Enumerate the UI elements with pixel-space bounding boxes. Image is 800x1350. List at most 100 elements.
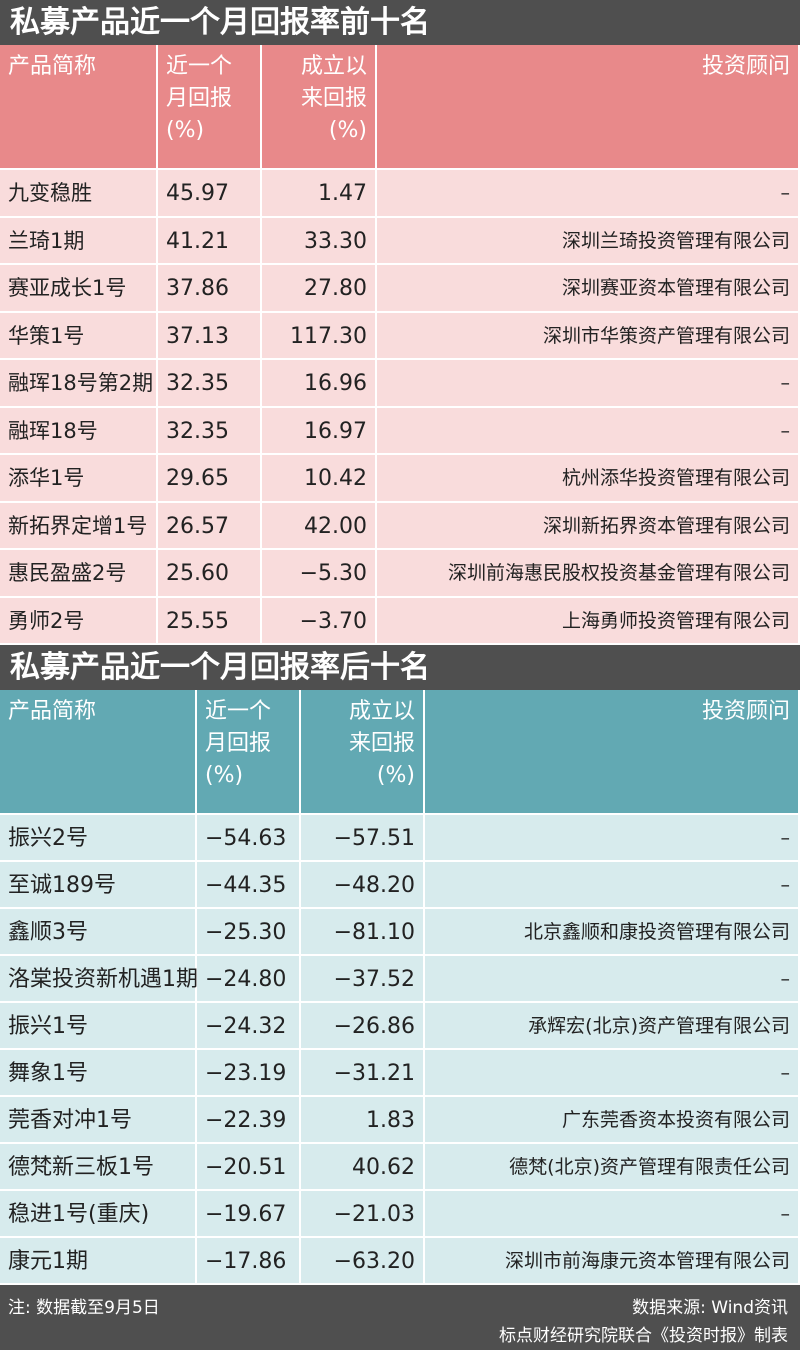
table-cell: 舞象1号 <box>0 1050 197 1097</box>
table-cell: −19.67 <box>197 1191 301 1238</box>
table-cell: −54.63 <box>197 815 301 862</box>
table-cell: 深圳赛亚资本管理有限公司 <box>377 265 800 313</box>
header-cell: 产品简称 <box>0 45 158 170</box>
table-cell: – <box>425 1050 800 1097</box>
table-cell: −24.32 <box>197 1003 301 1050</box>
table-cell: 上海勇师投资管理有限公司 <box>377 597 800 645</box>
table-cell: 37.13 <box>158 312 262 360</box>
table-cell: 勇师2号 <box>0 597 158 645</box>
table-cell: – <box>377 170 800 218</box>
table-cell: 九变稳胜 <box>0 170 158 218</box>
footnote: 注: 数据截至9月5日 <box>8 1298 160 1318</box>
table-title: 私募产品近一个月回报率前十名 <box>0 0 800 45</box>
header-text: (%) <box>328 118 367 143</box>
table-cell: – <box>425 1191 800 1238</box>
table-cell: 杭州添华投资管理有限公司 <box>377 455 800 503</box>
table-cell: 16.97 <box>262 407 377 455</box>
header-cell: 近一个月回报 (%) <box>197 690 301 815</box>
header-text: (%) <box>166 118 205 143</box>
table-cell: 德梵新三板1号 <box>0 1144 197 1191</box>
table-cell: 117.30 <box>262 312 377 360</box>
table-cell: 稳进1号(重庆) <box>0 1191 197 1238</box>
table-cell: 深圳新拓界资本管理有限公司 <box>377 502 800 550</box>
table-cell: 康元1期 <box>0 1238 197 1285</box>
table-cell: 赛亚成长1号 <box>0 265 158 313</box>
table-cell: −5.30 <box>262 550 377 598</box>
header-cell: 投资顾问 <box>425 690 800 815</box>
table-cell: 添华1号 <box>0 455 158 503</box>
table-cell: 振兴1号 <box>0 1003 197 1050</box>
header-text: 月回报 <box>205 731 272 756</box>
table-cell: 鑫顺3号 <box>0 909 197 956</box>
header-text: 近一个 <box>205 699 272 724</box>
header-text: (%) <box>205 763 244 788</box>
table-cell: 41.21 <box>158 217 262 265</box>
header-text: 来回报 <box>348 731 415 756</box>
table-cell: – <box>425 815 800 862</box>
table-cell: 16.96 <box>262 360 377 408</box>
table-cell: 深圳前海惠民股权投资基金管理有限公司 <box>377 550 800 598</box>
table-cell: −24.80 <box>197 956 301 1003</box>
table-cell: −63.20 <box>301 1238 425 1285</box>
header-text: 月回报 <box>166 86 233 111</box>
header-cell: 近一个月回报 (%) <box>158 45 262 170</box>
header-text: 产品简称 <box>8 699 97 724</box>
table-cell: −48.20 <box>301 862 425 909</box>
footer: 注: 数据截至9月5日 数据来源: Wind资讯 标点财经研究院联合《投资时报》… <box>0 1285 800 1350</box>
table-cell: 广东莞香资本投资有限公司 <box>425 1097 800 1144</box>
header-text: 投资顾问 <box>701 54 790 79</box>
header-text: 投资顾问 <box>701 699 790 724</box>
table-cell: −37.52 <box>301 956 425 1003</box>
credit: 标点财经研究院联合《投资时报》制表 <box>499 1326 788 1346</box>
header-text: 成立以 <box>300 54 367 79</box>
header-cell: 投资顾问 <box>377 45 800 170</box>
table-cell: −22.39 <box>197 1097 301 1144</box>
table-cell: −23.19 <box>197 1050 301 1097</box>
table-cell: 40.62 <box>301 1144 425 1191</box>
table-cell: 承辉宏(北京)资产管理有限公司 <box>425 1003 800 1050</box>
table-cell: – <box>377 360 800 408</box>
header-text: (%) <box>376 763 415 788</box>
table-cell: −3.70 <box>262 597 377 645</box>
table-cell: – <box>377 407 800 455</box>
table-cell: 德梵(北京)资产管理有限责任公司 <box>425 1144 800 1191</box>
header-cell: 成立以来回报 (%) <box>301 690 425 815</box>
table-cell: 新拓界定增1号 <box>0 502 158 550</box>
table-cell: 42.00 <box>262 502 377 550</box>
table-cell: 26.57 <box>158 502 262 550</box>
table-cell: 深圳市前海康元资本管理有限公司 <box>425 1238 800 1285</box>
table-cell: 深圳兰琦投资管理有限公司 <box>377 217 800 265</box>
table-cell: 莞香对冲1号 <box>0 1097 197 1144</box>
table-cell: 北京鑫顺和康投资管理有限公司 <box>425 909 800 956</box>
table-cell: −31.21 <box>301 1050 425 1097</box>
table-cell: −57.51 <box>301 815 425 862</box>
table-cell: −26.86 <box>301 1003 425 1050</box>
table-cell: 1.83 <box>301 1097 425 1144</box>
table-cell: 25.60 <box>158 550 262 598</box>
table-cell: 25.55 <box>158 597 262 645</box>
table-cell: 融珲18号 <box>0 407 158 455</box>
header-text: 来回报 <box>300 86 367 111</box>
source: 数据来源: Wind资讯 <box>632 1298 788 1318</box>
table-cell: 27.80 <box>262 265 377 313</box>
table-cell: −21.03 <box>301 1191 425 1238</box>
table-cell: −20.51 <box>197 1144 301 1191</box>
table-cell: −17.86 <box>197 1238 301 1285</box>
table-cell: 32.35 <box>158 360 262 408</box>
table-cell: −25.30 <box>197 909 301 956</box>
table-cell: 融珲18号第2期 <box>0 360 158 408</box>
table-cell: 兰琦1期 <box>0 217 158 265</box>
table-cell: 1.47 <box>262 170 377 218</box>
header-text: 产品简称 <box>8 54 97 79</box>
table-cell: 深圳市华策资产管理有限公司 <box>377 312 800 360</box>
table-cell: 10.42 <box>262 455 377 503</box>
header-text: 近一个 <box>166 54 233 79</box>
table-cell: 惠民盈盛2号 <box>0 550 158 598</box>
table-cell: 至诚189号 <box>0 862 197 909</box>
table-title: 私募产品近一个月回报率后十名 <box>0 645 800 690</box>
table-cell: 33.30 <box>262 217 377 265</box>
header-text: 成立以 <box>348 699 415 724</box>
table-cell: 华策1号 <box>0 312 158 360</box>
table-cell: – <box>425 862 800 909</box>
